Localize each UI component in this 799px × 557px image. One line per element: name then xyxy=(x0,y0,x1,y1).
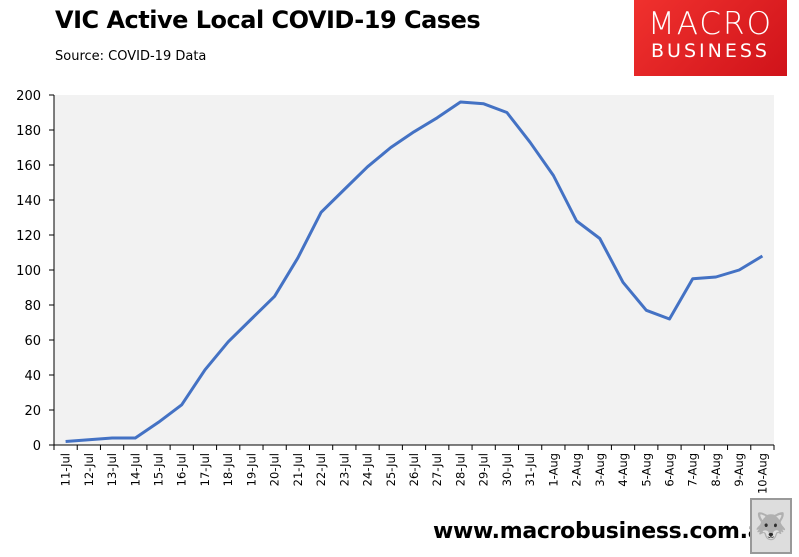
x-tick-label: 20-Jul xyxy=(268,453,282,486)
y-tick-label: 160 xyxy=(16,159,41,174)
x-tick-label: 12-Jul xyxy=(82,453,96,486)
y-tick-label: 140 xyxy=(16,194,41,209)
data-line xyxy=(65,100,764,443)
x-tick-label: 10-Aug xyxy=(755,453,769,494)
x-tick-label: 6-Aug xyxy=(662,453,676,487)
x-tick-label: 5-Aug xyxy=(639,453,653,487)
chart-title: VIC Active Local COVID-19 Cases xyxy=(55,6,481,34)
y-tick-label: 60 xyxy=(24,334,41,349)
y-tick-label: 40 xyxy=(24,369,41,384)
x-tick-label: 1-Aug xyxy=(546,453,560,487)
y-tick-label: 120 xyxy=(16,229,41,244)
x-tick-label: 16-Jul xyxy=(175,453,189,486)
x-tick-label: 15-Jul xyxy=(152,453,166,486)
x-tick-label: 21-Jul xyxy=(291,453,305,486)
y-tick-label: 80 xyxy=(24,299,41,314)
x-tick-label: 25-Jul xyxy=(384,453,398,486)
wolf-icon: 🐺 xyxy=(750,498,792,554)
x-tick-label: 30-Jul xyxy=(500,453,514,486)
x-tick-label: 23-Jul xyxy=(337,453,351,486)
x-tick-label: 18-Jul xyxy=(221,453,235,486)
y-tick-label: 200 xyxy=(16,89,41,104)
x-tick-label: 9-Aug xyxy=(732,453,746,487)
plot-area xyxy=(54,95,774,445)
macrobusiness-logo: MACRO BUSINESS xyxy=(634,0,787,76)
x-tick-label: 24-Jul xyxy=(361,453,375,486)
x-tick-label: 29-Jul xyxy=(477,453,491,486)
logo-line-1: MACRO xyxy=(648,6,773,42)
x-tick-label: 8-Aug xyxy=(709,453,723,487)
y-tick-label: 20 xyxy=(24,404,41,419)
x-tick-label: 27-Jul xyxy=(430,453,444,486)
y-tick-label: 180 xyxy=(16,124,41,139)
x-tick-label: 28-Jul xyxy=(453,453,467,486)
x-tick-label: 2-Aug xyxy=(570,453,584,487)
x-tick-label: 14-Jul xyxy=(128,453,142,486)
x-tick-label: 3-Aug xyxy=(593,453,607,487)
y-tick-label: 0 xyxy=(33,439,41,454)
y-tick-label: 100 xyxy=(16,264,41,279)
chart-source: Source: COVID-19 Data xyxy=(55,49,207,64)
logo-line-2: BUSINESS xyxy=(651,40,770,62)
x-tick-label: 19-Jul xyxy=(244,453,258,486)
x-tick-label: 4-Aug xyxy=(616,453,630,487)
x-tick-label: 17-Jul xyxy=(198,453,212,486)
x-tick-label: 7-Aug xyxy=(686,453,700,487)
x-tick-label: 26-Jul xyxy=(407,453,421,486)
x-tick-label: 11-Jul xyxy=(59,453,73,486)
x-tick-label: 31-Jul xyxy=(523,453,537,486)
footer-url: www.macrobusiness.com.au xyxy=(433,519,778,544)
x-tick-label: 22-Jul xyxy=(314,453,328,486)
x-tick-label: 13-Jul xyxy=(105,453,119,486)
